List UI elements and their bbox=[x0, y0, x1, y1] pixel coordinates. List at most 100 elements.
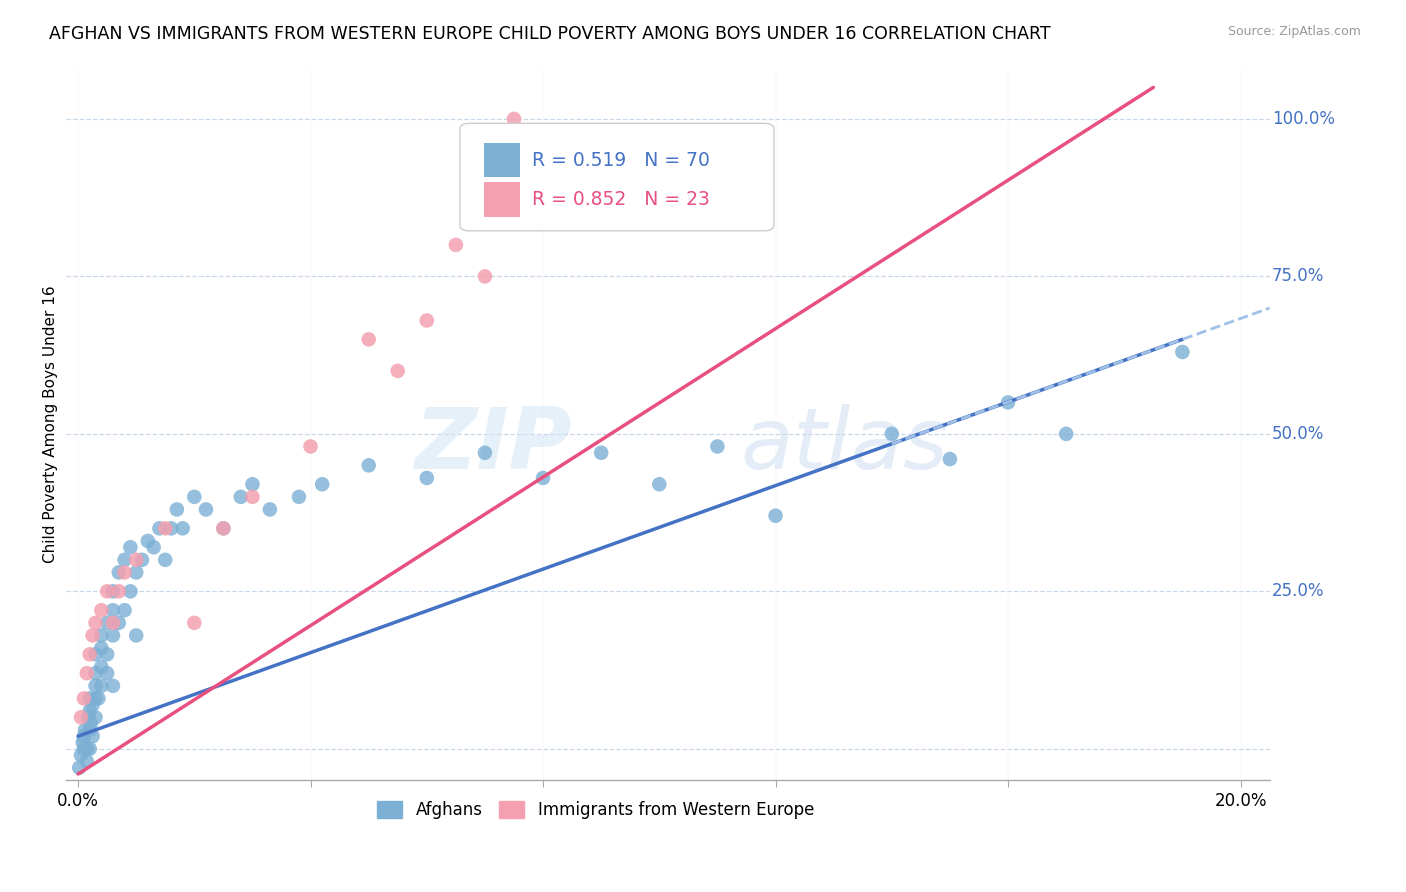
Point bbox=[114, 603, 136, 617]
Point bbox=[299, 440, 322, 454]
Point bbox=[79, 741, 101, 756]
Point bbox=[148, 521, 170, 535]
Text: R = 0.519   N = 70: R = 0.519 N = 70 bbox=[531, 151, 710, 169]
Point bbox=[648, 477, 671, 491]
Point bbox=[155, 553, 177, 567]
Point bbox=[125, 628, 148, 642]
Point bbox=[96, 666, 118, 681]
Point bbox=[90, 603, 112, 617]
Text: ZIP: ZIP bbox=[415, 404, 572, 487]
Point bbox=[84, 679, 107, 693]
Point bbox=[880, 426, 903, 441]
Point bbox=[387, 364, 409, 378]
Text: 50.0%: 50.0% bbox=[1272, 425, 1324, 442]
Point bbox=[82, 729, 104, 743]
Point bbox=[212, 521, 235, 535]
Point bbox=[1054, 426, 1077, 441]
Point bbox=[101, 679, 124, 693]
FancyBboxPatch shape bbox=[460, 123, 773, 231]
Point bbox=[357, 332, 380, 346]
FancyBboxPatch shape bbox=[484, 182, 520, 217]
Point bbox=[242, 490, 264, 504]
Point bbox=[131, 553, 153, 567]
Point bbox=[73, 691, 96, 706]
Point bbox=[183, 490, 205, 504]
Point bbox=[311, 477, 333, 491]
Point bbox=[125, 553, 148, 567]
Point bbox=[416, 471, 439, 485]
Point bbox=[706, 440, 728, 454]
Point bbox=[591, 446, 613, 460]
Point bbox=[416, 313, 439, 327]
Point bbox=[939, 452, 962, 467]
Text: 25.0%: 25.0% bbox=[1272, 582, 1324, 600]
Point bbox=[474, 269, 496, 284]
Point bbox=[101, 603, 124, 617]
Point bbox=[166, 502, 188, 516]
Point bbox=[101, 584, 124, 599]
FancyBboxPatch shape bbox=[484, 144, 520, 178]
Point bbox=[79, 691, 101, 706]
Point bbox=[114, 566, 136, 580]
Point bbox=[73, 741, 96, 756]
Point bbox=[80, 716, 103, 731]
Point bbox=[79, 704, 101, 718]
Point bbox=[474, 446, 496, 460]
Text: atlas: atlas bbox=[740, 404, 948, 487]
Point bbox=[357, 458, 380, 473]
Text: Source: ZipAtlas.com: Source: ZipAtlas.com bbox=[1227, 25, 1361, 38]
Text: R = 0.852   N = 23: R = 0.852 N = 23 bbox=[531, 190, 710, 209]
Text: AFGHAN VS IMMIGRANTS FROM WESTERN EUROPE CHILD POVERTY AMONG BOYS UNDER 16 CORRE: AFGHAN VS IMMIGRANTS FROM WESTERN EUROPE… bbox=[49, 25, 1050, 43]
Point bbox=[96, 648, 118, 662]
Legend: Afghans, Immigrants from Western Europe: Afghans, Immigrants from Western Europe bbox=[371, 794, 821, 825]
Point bbox=[1171, 345, 1194, 359]
Point bbox=[76, 755, 98, 769]
Point bbox=[114, 553, 136, 567]
Point bbox=[183, 615, 205, 630]
Point bbox=[172, 521, 194, 535]
Point bbox=[76, 666, 98, 681]
Point bbox=[96, 584, 118, 599]
Point bbox=[101, 628, 124, 642]
Point bbox=[160, 521, 183, 535]
Point bbox=[531, 471, 554, 485]
Point bbox=[79, 648, 101, 662]
Point bbox=[77, 710, 100, 724]
Point bbox=[72, 735, 94, 749]
Point bbox=[82, 698, 104, 712]
Point bbox=[503, 112, 526, 126]
Point bbox=[212, 521, 235, 535]
Point bbox=[67, 761, 90, 775]
Text: 100.0%: 100.0% bbox=[1272, 110, 1334, 128]
Point bbox=[101, 615, 124, 630]
Point bbox=[107, 566, 129, 580]
Point bbox=[70, 748, 93, 763]
Point bbox=[79, 723, 101, 737]
Point bbox=[997, 395, 1019, 409]
Point bbox=[107, 615, 129, 630]
Point bbox=[155, 521, 177, 535]
Point bbox=[84, 710, 107, 724]
Point bbox=[84, 666, 107, 681]
Point bbox=[765, 508, 787, 523]
Point bbox=[125, 566, 148, 580]
Point bbox=[96, 615, 118, 630]
Point bbox=[70, 710, 93, 724]
Point bbox=[73, 723, 96, 737]
Point bbox=[259, 502, 281, 516]
Point bbox=[90, 628, 112, 642]
Point bbox=[120, 584, 142, 599]
Point bbox=[87, 691, 110, 706]
Point bbox=[194, 502, 217, 516]
Point bbox=[242, 477, 264, 491]
Point bbox=[444, 238, 467, 252]
Point bbox=[120, 540, 142, 554]
Point bbox=[90, 660, 112, 674]
Point bbox=[76, 741, 98, 756]
Point bbox=[82, 628, 104, 642]
Y-axis label: Child Poverty Among Boys Under 16: Child Poverty Among Boys Under 16 bbox=[44, 285, 58, 563]
Point bbox=[84, 615, 107, 630]
Point bbox=[288, 490, 311, 504]
Point bbox=[90, 679, 112, 693]
Point bbox=[73, 729, 96, 743]
